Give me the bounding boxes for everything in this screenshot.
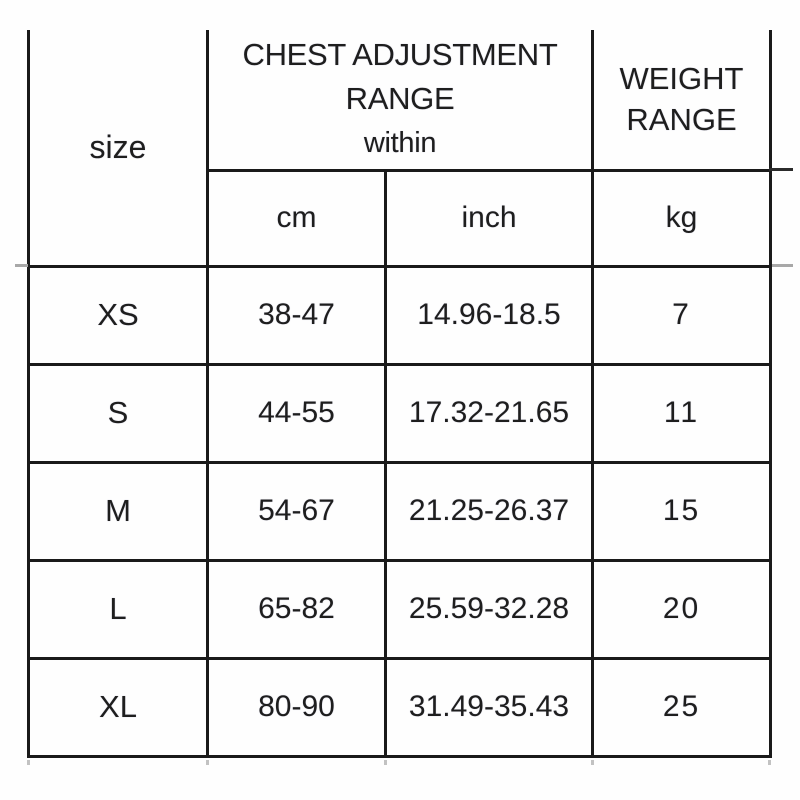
table-row-m: M 54-67 21.25-26.37 15 (27, 460, 772, 562)
size-chart-table: size CHEST ADJUSTMENT RANGE within WEIGH… (27, 30, 772, 758)
cell-inch: 31.49-35.43 (384, 656, 594, 758)
border-artifact (15, 264, 28, 267)
table-row-s: S 44-55 17.32-21.65 11 (27, 362, 772, 464)
cell-size: L (27, 558, 209, 660)
cell-kg: 20 (591, 558, 772, 660)
header-chest-line1: CHEST ADJUSTMENT (242, 37, 558, 73)
border-artifact (384, 760, 387, 765)
table-row-xl: XL 80-90 31.49-35.43 25 (27, 656, 772, 758)
header-unit-inch-cell: inch (384, 168, 594, 268)
header-size-cell: size (27, 30, 209, 268)
header-chest-line3: within (363, 127, 437, 160)
table-row-l: L 65-82 25.59-32.28 20 (27, 558, 772, 660)
cell-inch: 14.96-18.5 (384, 264, 594, 366)
cell-cm: 38-47 (206, 264, 387, 366)
border-artifact (206, 760, 209, 765)
table-row-xs: XS 38-47 14.96-18.5 7 (27, 264, 772, 366)
cell-inch: 17.32-21.65 (384, 362, 594, 464)
border-artifact (772, 264, 793, 267)
header-weight-line2: RANGE (626, 102, 737, 138)
header-chest-adjustment-cell: CHEST ADJUSTMENT RANGE within (206, 30, 594, 172)
cell-cm: 44-55 (206, 362, 387, 464)
cell-kg: 7 (591, 264, 772, 366)
border-artifact (27, 760, 30, 765)
header-unit-kg-cell: kg (591, 168, 772, 268)
cell-size: XL (27, 656, 209, 758)
cell-kg: 25 (591, 656, 772, 758)
cell-size: XS (27, 264, 209, 366)
cell-size: S (27, 362, 209, 464)
cell-cm: 80-90 (206, 656, 387, 758)
header-chest-line2: RANGE (345, 81, 455, 117)
border-artifact (768, 760, 771, 765)
header-unit-cm-cell: cm (206, 168, 387, 268)
cell-kg: 15 (591, 460, 772, 562)
header-size-label: size (89, 128, 147, 165)
header-weight-range-cell: WEIGHT RANGE (591, 30, 772, 172)
border-artifact (769, 168, 793, 171)
cell-inch: 25.59-32.28 (384, 558, 594, 660)
header-weight-line1: WEIGHT (619, 61, 744, 97)
border-artifact (591, 760, 594, 765)
cell-kg: 11 (591, 362, 772, 464)
cell-size: M (27, 460, 209, 562)
cell-cm: 65-82 (206, 558, 387, 660)
cell-inch: 21.25-26.37 (384, 460, 594, 562)
cell-cm: 54-67 (206, 460, 387, 562)
